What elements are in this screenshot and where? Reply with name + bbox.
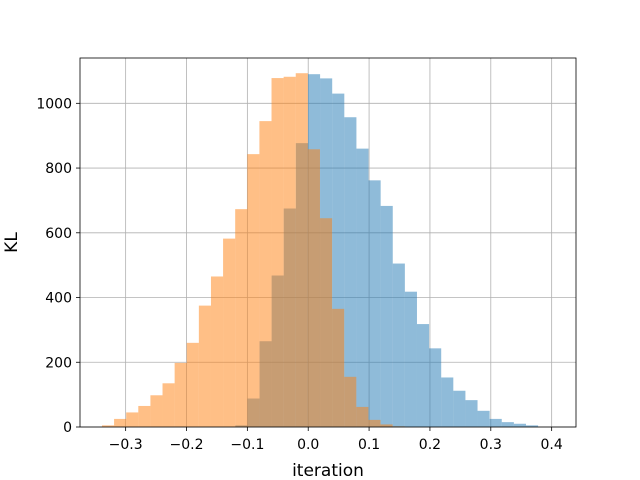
histogram-bar-series-2: [295, 73, 308, 427]
histogram-bar-series-2: [356, 406, 369, 427]
histogram-bar-series-1: [477, 410, 490, 427]
histogram-bar-series-2: [380, 424, 393, 427]
y-axis-label: KL: [2, 232, 22, 253]
histogram-bar-series-1: [416, 324, 430, 427]
y-tick-label: 200: [45, 355, 72, 371]
histogram-bar-series-1: [429, 348, 442, 427]
x-tick-label: 0.4: [541, 437, 563, 453]
x-tick-label: −0.2: [170, 437, 204, 453]
histogram-bar-series-1: [489, 418, 502, 427]
histogram-bar-series-2: [259, 121, 272, 428]
histogram-bar-series-2: [101, 425, 115, 427]
y-tick-label: 0: [63, 420, 72, 436]
histogram-bar-series-1: [441, 377, 454, 427]
y-tick-label: 1000: [36, 96, 72, 112]
y-tick-label: 800: [45, 161, 72, 177]
histogram-bar-series-1: [356, 148, 369, 427]
x-tick-label: −0.1: [230, 437, 264, 453]
histogram-bar-series-2: [138, 405, 151, 427]
x-tick-label: −0.3: [109, 437, 143, 453]
histogram-bar-series-1: [344, 117, 357, 428]
x-axis-label: iteration: [292, 461, 364, 480]
x-tick-label: 0.0: [297, 437, 319, 453]
histogram-bar-series-2: [235, 209, 248, 427]
histogram-bars: [101, 73, 539, 428]
x-tick-label: 0.2: [419, 437, 441, 453]
histogram-bar-series-2: [174, 362, 187, 427]
histogram-bar-series-2: [198, 305, 211, 427]
histogram-bar-series-2: [223, 238, 236, 427]
histogram-bar-series-2: [283, 76, 296, 427]
histogram-bar-series-2: [368, 419, 381, 427]
x-tick-label: 0.3: [480, 437, 502, 453]
histogram-bar-series-2: [126, 412, 139, 427]
y-tick-label: 400: [45, 291, 72, 307]
histogram-bar-series-2: [247, 154, 260, 427]
histogram-bar-series-2: [344, 376, 357, 427]
axis-ticks: −0.3 −0.2 −0.1 0.0 0.1 0.2 0.3 0.4 0 200 400 600 800…: [36, 96, 563, 453]
histogram-bar-series-2: [271, 78, 284, 427]
x-tick-label: 0.1: [358, 437, 380, 453]
histogram-bar-series-2: [332, 308, 345, 427]
histogram-bar-series-2: [114, 418, 127, 427]
histogram-bar-series-1: [525, 425, 539, 427]
histogram-bar-series-1: [453, 390, 466, 427]
histogram-bar-series-1: [501, 422, 514, 427]
histogram-bar-series-1: [465, 400, 478, 427]
histogram-bar-series-1: [392, 263, 405, 427]
histogram-bar-series-2: [186, 342, 199, 427]
histogram-bar-series-2: [210, 276, 224, 427]
histogram-bar-series-1: [513, 423, 526, 427]
histogram-bar-series-2: [319, 218, 333, 427]
histogram-bar-series-1: [368, 180, 381, 427]
histogram-bar-series-2: [307, 149, 320, 428]
histogram-bar-series-2: [162, 383, 175, 427]
histogram-bar-series-2: [150, 395, 163, 427]
plot-frame: [79, 57, 577, 428]
histogram-bar-series-1: [380, 205, 393, 427]
y-tick-label: 600: [45, 226, 72, 242]
histogram-bar-series-1: [404, 291, 417, 427]
